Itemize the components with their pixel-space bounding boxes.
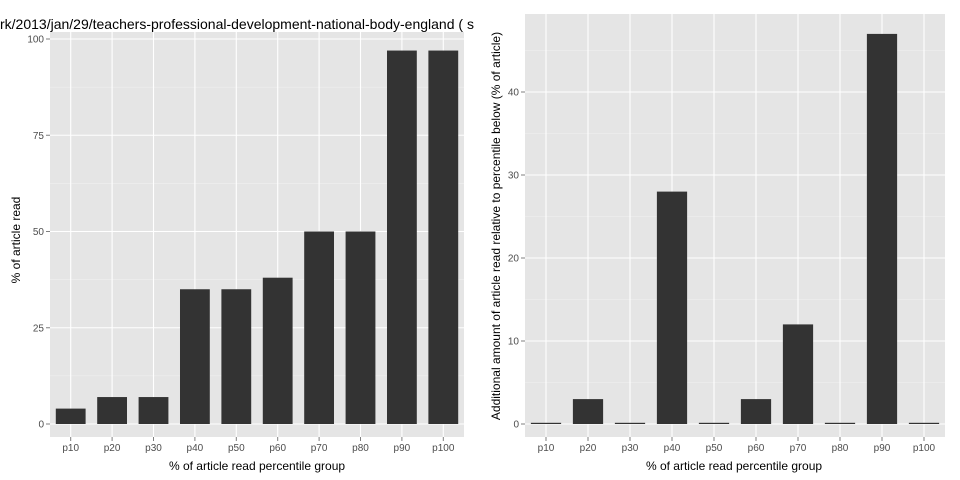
bar-p20 xyxy=(97,397,128,424)
y-tick-label: 50 xyxy=(33,227,45,238)
bar-p50 xyxy=(221,289,252,424)
x-tick-label: p70 xyxy=(790,443,807,454)
bar-p80 xyxy=(824,422,856,424)
y-tick-label: 100 xyxy=(27,35,44,46)
y-tick-label: 25 xyxy=(33,323,45,334)
left-x-axis-title: % of article read percentile group xyxy=(169,459,345,473)
x-tick-label: p10 xyxy=(62,443,79,454)
x-tick-label: p10 xyxy=(538,443,555,454)
right-x-axis-title: % of article read percentile group xyxy=(646,459,822,473)
bar-p10 xyxy=(55,408,86,424)
left-y-axis-title: % of article read xyxy=(9,197,23,284)
x-tick-label: p90 xyxy=(394,443,411,454)
bar-p90 xyxy=(866,33,898,425)
y-tick-label: 20 xyxy=(508,254,520,265)
left-chart-title: rk/2013/jan/29/teachers-professional-dev… xyxy=(0,16,474,32)
bar-p30 xyxy=(138,397,169,424)
bar-p100 xyxy=(908,422,940,424)
x-tick-label: p40 xyxy=(664,443,681,454)
x-tick-label: p20 xyxy=(580,443,597,454)
x-tick-label: p80 xyxy=(352,443,369,454)
y-tick-label: 40 xyxy=(508,88,520,99)
left-bars xyxy=(55,50,459,425)
bar-p60 xyxy=(740,399,772,424)
y-tick-label: 0 xyxy=(513,420,519,431)
x-tick-label: p60 xyxy=(748,443,765,454)
x-tick-label: p50 xyxy=(706,443,723,454)
left-x-axis: p10 p20 p30 p40 p50 p60 p70 p80 p90 p100 xyxy=(62,437,455,454)
right-bars xyxy=(530,33,940,425)
x-tick-label: p90 xyxy=(874,443,891,454)
bar-p100 xyxy=(428,50,459,425)
x-tick-label: p40 xyxy=(187,443,204,454)
x-tick-label: p100 xyxy=(432,443,455,454)
right-y-axis: 0 10 20 30 40 xyxy=(508,88,525,431)
bar-p20 xyxy=(572,399,604,424)
bar-p40 xyxy=(179,289,210,424)
x-tick-label: p20 xyxy=(104,443,121,454)
x-tick-label: p100 xyxy=(913,443,936,454)
y-tick-label: 75 xyxy=(33,131,45,142)
bar-p50 xyxy=(698,422,730,424)
x-tick-label: p60 xyxy=(269,443,286,454)
x-tick-label: p50 xyxy=(228,443,245,454)
x-tick-label: p30 xyxy=(622,443,639,454)
bar-p70 xyxy=(304,231,335,424)
y-tick-label: 10 xyxy=(508,337,520,348)
bar-p70 xyxy=(782,324,814,424)
right-y-axis-title: Additional amount of article read relati… xyxy=(489,32,503,420)
x-tick-label: p70 xyxy=(311,443,328,454)
bar-p40 xyxy=(656,191,688,424)
bar-p90 xyxy=(386,50,417,425)
y-tick-label: 30 xyxy=(508,171,520,182)
bar-p30 xyxy=(614,422,646,424)
y-tick-label: 0 xyxy=(38,420,44,431)
bar-p80 xyxy=(345,231,376,424)
x-tick-label: p80 xyxy=(832,443,849,454)
bar-p10 xyxy=(530,422,562,424)
x-tick-label: p30 xyxy=(145,443,162,454)
left-y-axis: 0 25 50 75 100 xyxy=(27,35,50,431)
right-x-axis: p10 p20 p30 p40 p50 p60 p70 p80 p90 p100 xyxy=(538,437,936,454)
bar-p60 xyxy=(262,277,293,424)
